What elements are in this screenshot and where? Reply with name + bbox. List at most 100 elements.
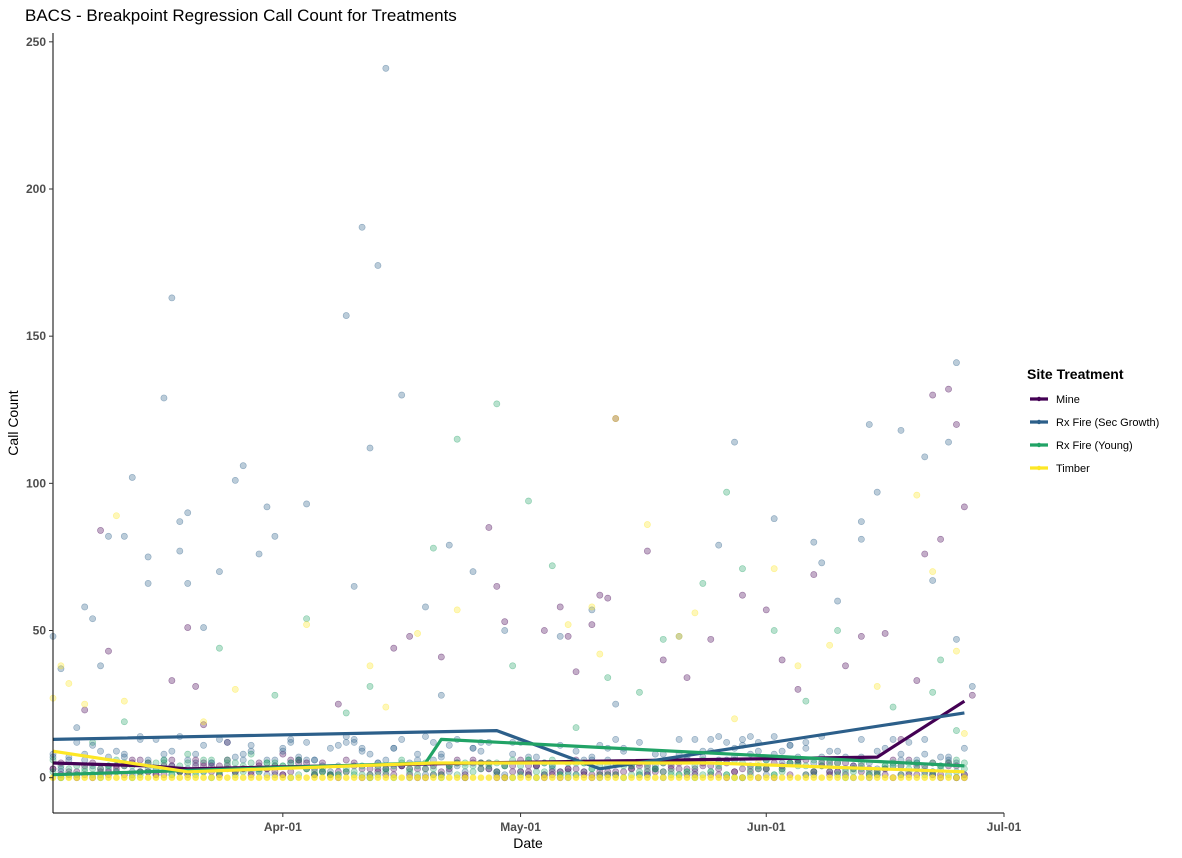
point-timber	[691, 609, 699, 617]
point-rx-fire-sec-growth	[723, 738, 731, 746]
point-rx-fire-sec-growth	[334, 741, 342, 749]
point-timber	[739, 774, 746, 782]
point-timber	[200, 774, 207, 782]
x-tick-label: Jun-01	[747, 820, 786, 834]
point-rx-fire-sec-growth	[398, 736, 406, 743]
point-timber	[461, 774, 469, 782]
point-mine	[580, 768, 588, 776]
point-timber	[303, 774, 310, 782]
point-timber	[192, 774, 200, 782]
point-rx-fire-young	[366, 683, 374, 690]
point-rx-fire-young	[889, 703, 897, 711]
y-axis-ticks: 0 50 100 150 200 250	[26, 35, 53, 785]
point-mine	[707, 635, 715, 643]
point-rx-fire-sec-growth	[834, 747, 841, 755]
point-timber	[445, 774, 453, 782]
point-rx-fire-sec-growth	[287, 736, 295, 743]
regression-layer	[52, 699, 966, 777]
point-timber	[850, 774, 857, 782]
point-timber	[231, 774, 239, 782]
point-rx-fire-young	[659, 768, 667, 776]
point-timber	[953, 774, 960, 782]
point-timber	[596, 650, 604, 658]
point-rx-fire-sec-growth	[350, 736, 358, 743]
point-mine	[953, 421, 960, 428]
point-timber	[105, 774, 112, 782]
point-timber	[834, 774, 841, 782]
point-timber	[596, 774, 604, 782]
legend-label-rx-fire-young: Rx Fire (Young)	[1056, 440, 1133, 452]
point-rx-fire-young	[216, 644, 223, 652]
point-timber	[200, 718, 207, 726]
point-rx-fire-sec-growth	[897, 750, 905, 758]
point-mine	[334, 700, 342, 708]
point-timber	[263, 774, 271, 782]
point-rx-fire-sec-growth	[612, 700, 620, 708]
point-timber	[303, 621, 310, 629]
point-timber	[279, 774, 287, 782]
point-rx-fire-young	[762, 765, 770, 773]
point-rx-fire-sec-growth	[97, 747, 104, 755]
point-rx-fire-sec-growth	[873, 488, 881, 496]
point-rx-fire-young	[303, 615, 310, 623]
point-timber	[414, 630, 421, 637]
point-timber	[168, 774, 176, 782]
point-timber	[889, 774, 897, 782]
point-timber	[160, 774, 168, 782]
point-rx-fire-sec-growth	[176, 547, 184, 555]
point-timber	[184, 774, 192, 782]
point-rx-fire-sec-growth	[303, 500, 310, 508]
point-rx-fire-sec-growth	[271, 532, 279, 540]
point-mine	[913, 677, 921, 684]
point-timber	[128, 774, 136, 782]
point-mine	[414, 765, 421, 773]
point-rx-fire-young	[160, 759, 168, 767]
regression-line-timber	[52, 749, 965, 774]
point-rx-fire-young	[263, 759, 271, 767]
legend-key-dot-timber	[1036, 465, 1042, 471]
point-rx-fire-sec-growth	[350, 582, 358, 590]
point-rx-fire-young	[89, 765, 97, 773]
point-rx-fire-sec-growth	[588, 606, 596, 614]
point-rx-fire-sec-growth	[358, 747, 366, 755]
y-axis-title: Call Count	[5, 390, 21, 455]
point-rx-fire-young	[548, 562, 556, 570]
point-mine	[168, 756, 176, 764]
point-rx-fire-young	[953, 756, 960, 764]
point-timber	[247, 774, 255, 782]
point-rx-fire-sec-growth	[366, 750, 374, 758]
point-rx-fire-young	[659, 635, 667, 643]
point-rx-fire-sec-growth	[239, 756, 247, 764]
point-rx-fire-sec-growth	[968, 683, 976, 690]
point-rx-fire-sec-growth	[144, 580, 152, 587]
point-timber	[667, 774, 675, 782]
point-mine	[628, 765, 635, 773]
point-timber	[762, 774, 770, 782]
point-timber	[945, 774, 952, 782]
point-mine	[437, 653, 445, 661]
point-rx-fire-sec-growth	[73, 724, 81, 732]
point-rx-fire-sec-growth	[929, 577, 937, 584]
point-timber	[897, 774, 905, 782]
point-mine	[604, 594, 612, 602]
point-timber	[501, 774, 509, 782]
point-timber	[525, 774, 532, 782]
point-timber	[97, 774, 104, 782]
point-rx-fire-sec-growth	[636, 738, 643, 746]
point-mine	[223, 738, 231, 746]
point-mine	[200, 721, 207, 729]
point-mine	[200, 759, 207, 767]
point-rx-fire-sec-growth	[469, 568, 477, 576]
point-timber	[326, 774, 334, 782]
point-rx-fire-young	[382, 765, 390, 773]
point-rx-fire-sec-growth	[311, 756, 318, 764]
regression-line-rx-fire-sec-growth	[52, 711, 965, 771]
point-rx-fire-sec-growth	[897, 426, 905, 434]
point-rx-fire-sec-growth	[57, 665, 65, 673]
point-rx-fire-sec-growth	[715, 733, 723, 740]
point-rx-fire-sec-growth	[239, 750, 247, 758]
point-timber	[350, 774, 358, 782]
y-tick-label: 0	[39, 771, 46, 785]
point-timber	[937, 774, 944, 782]
